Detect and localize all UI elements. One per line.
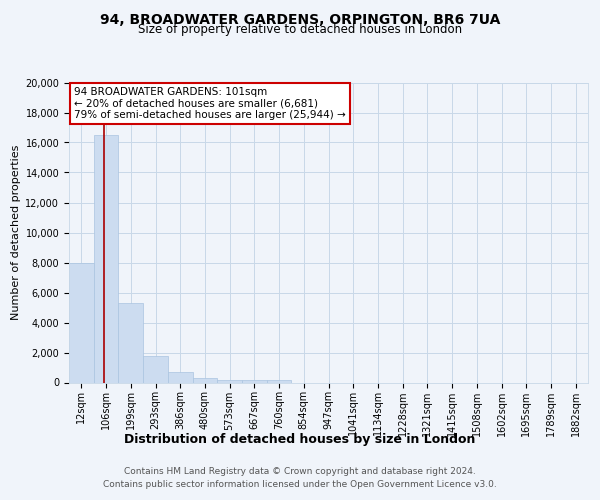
Bar bbox=[193, 378, 217, 382]
Bar bbox=[143, 356, 168, 382]
Y-axis label: Number of detached properties: Number of detached properties bbox=[11, 145, 21, 320]
Text: Distribution of detached houses by size in London: Distribution of detached houses by size … bbox=[124, 432, 476, 446]
Text: Size of property relative to detached houses in London: Size of property relative to detached ho… bbox=[138, 22, 462, 36]
Bar bbox=[242, 380, 267, 382]
Text: 94 BROADWATER GARDENS: 101sqm
← 20% of detached houses are smaller (6,681)
79% o: 94 BROADWATER GARDENS: 101sqm ← 20% of d… bbox=[74, 87, 346, 120]
Bar bbox=[217, 380, 242, 382]
Bar bbox=[69, 262, 94, 382]
Text: 94, BROADWATER GARDENS, ORPINGTON, BR6 7UA: 94, BROADWATER GARDENS, ORPINGTON, BR6 7… bbox=[100, 12, 500, 26]
Text: Contains public sector information licensed under the Open Government Licence v3: Contains public sector information licen… bbox=[103, 480, 497, 489]
Bar bbox=[118, 303, 143, 382]
Bar bbox=[267, 380, 292, 382]
Text: Contains HM Land Registry data © Crown copyright and database right 2024.: Contains HM Land Registry data © Crown c… bbox=[124, 468, 476, 476]
Bar bbox=[94, 135, 118, 382]
Bar bbox=[168, 372, 193, 382]
